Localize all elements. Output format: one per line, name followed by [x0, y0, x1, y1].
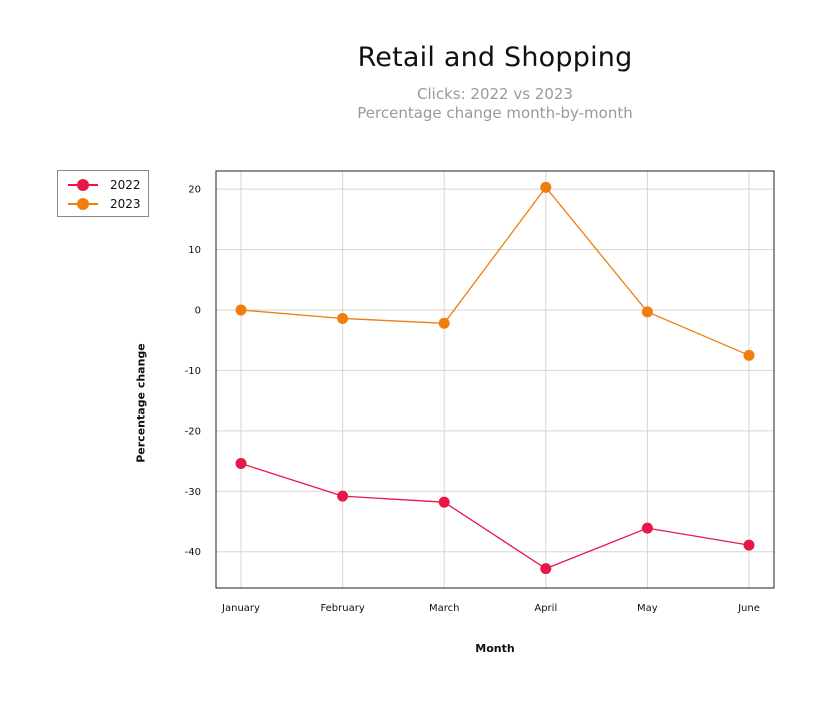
legend-label-2022: 2022	[110, 178, 141, 192]
data-point-2023	[540, 181, 552, 193]
x-tick-label: May	[637, 603, 658, 614]
x-tick-label: February	[320, 603, 364, 614]
y-tick-label: 0	[195, 306, 201, 317]
legend-marker-2023	[68, 195, 98, 213]
data-point-2022	[438, 496, 450, 508]
data-point-2023	[337, 312, 349, 324]
x-axis-label: Month	[475, 642, 515, 655]
chart-title: Retail and Shopping	[357, 42, 633, 73]
plot-area-border	[215, 170, 775, 589]
data-point-2022	[337, 490, 349, 502]
x-tick-label: March	[429, 603, 459, 614]
y-tick-label: -30	[185, 487, 201, 498]
data-point-2023	[438, 317, 450, 329]
y-tick-label: -20	[185, 426, 201, 437]
series-line-2023	[240, 186, 750, 356]
data-point-2023	[641, 306, 653, 318]
y-tick-label: -40	[185, 547, 201, 558]
y-tick-label: 20	[188, 185, 201, 196]
data-point-2022	[235, 458, 247, 470]
y-tick-label: -10	[185, 366, 201, 377]
chart-subtitle-line-2: Percentage change month-by-month	[357, 104, 633, 122]
data-point-2022	[743, 539, 755, 551]
x-tick-label: April	[534, 603, 557, 614]
legend-item-2022[interactable]: 2022	[68, 176, 141, 194]
x-tick-label: January	[221, 603, 260, 614]
data-point-2023	[743, 349, 755, 361]
legend-label-2023: 2023	[110, 197, 141, 211]
data-point-2022	[540, 563, 552, 575]
legend-item-2023[interactable]: 2023	[68, 195, 141, 213]
data-point-2022	[641, 522, 653, 534]
chart-legend: 2022 2023	[57, 170, 149, 217]
series-line-2022	[240, 462, 750, 570]
legend-marker-2022	[68, 176, 98, 194]
y-tick-label: 10	[188, 245, 201, 256]
data-point-2023	[235, 304, 247, 316]
x-tick-label: June	[737, 603, 760, 614]
chart-subtitle-line-1: Clicks: 2022 vs 2023	[417, 85, 573, 103]
